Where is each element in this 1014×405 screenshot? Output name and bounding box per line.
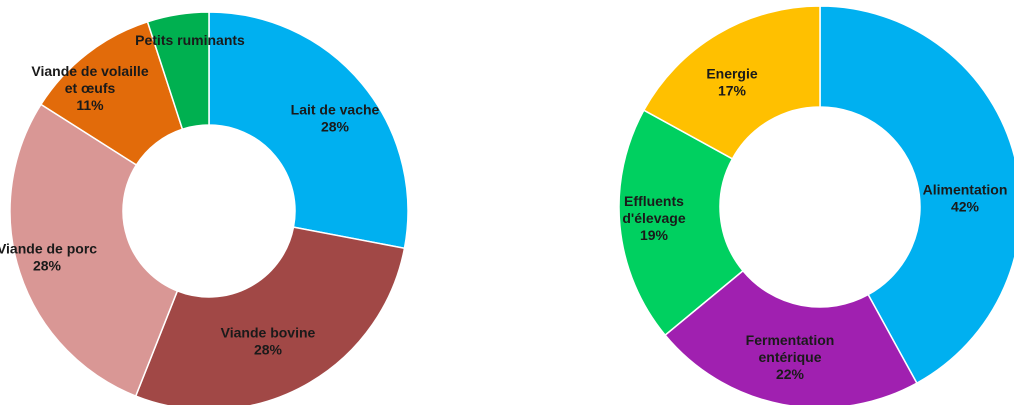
value-label: 28% (33, 258, 62, 274)
slice-petits-ruminants (146, 11, 210, 131)
value-label: 42% (951, 199, 980, 215)
value-label: 28% (254, 342, 283, 358)
category-label: Viande bovine (221, 325, 316, 341)
donut-chart-left: Lait de vache 28%Viande bovine 28%Viande d… (0, 11, 409, 405)
value-label: 17% (718, 83, 747, 99)
category-label: Viande de volaille (31, 63, 148, 79)
slice-energie (642, 5, 821, 160)
slice-viande-bovine (134, 226, 406, 405)
slice-effluents-d-elevage (618, 109, 745, 337)
slice-lait-de-vache (208, 11, 409, 250)
category-label: Energie (706, 66, 758, 82)
category-label: Petits ruminants (135, 32, 245, 48)
slice-fermentation-enterique (664, 269, 918, 405)
label-alimentation: Alimentation 42% (923, 182, 1008, 215)
label-viande-de-volaille-et-oeufs: Viande de volaille et œufs 11% (31, 63, 148, 113)
category-label: et œufs (65, 80, 116, 96)
category-label: Lait de vache (291, 102, 380, 118)
value-label: 19% (640, 227, 669, 243)
label-petits-ruminants: Petits ruminants (135, 32, 245, 48)
category-label: entérique (758, 349, 821, 365)
value-label: 28% (321, 119, 350, 135)
donut-chart-right: Alimentation 42% Fermentation entérique 22% E… (618, 5, 1014, 405)
category-label: Effluents (624, 193, 684, 209)
slice-alimentation (819, 5, 1014, 385)
label-fermentation-enterique: Fermentation entérique 22% (746, 332, 835, 382)
value-label: 22% (776, 366, 805, 382)
value-label: 11% (76, 97, 104, 113)
category-label: Fermentation (746, 332, 835, 348)
label-energie: Energie 17% (706, 66, 758, 99)
label-viande-de-porc: Viande de porc 28% (0, 241, 97, 274)
label-effluents-d-elevage: Effluents d'élevage 19% (622, 193, 685, 243)
label-lait-de-vache: Lait de vache 28% (291, 102, 380, 135)
category-label: d'élevage (622, 210, 685, 226)
label-viande-bovine: Viande bovine 28% (221, 325, 316, 358)
category-label: Viande de porc (0, 241, 97, 257)
slice-viande-de-porc (9, 103, 179, 398)
category-label: Alimentation (923, 182, 1008, 198)
